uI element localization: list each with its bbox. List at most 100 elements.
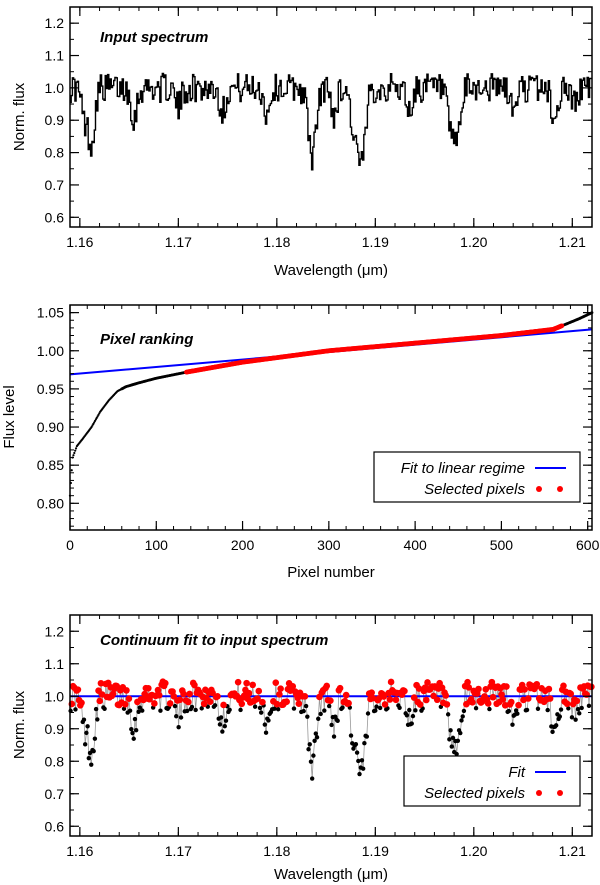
panel3-spectrum-pixel [357, 771, 362, 777]
panel3-spectrum-pixel [550, 729, 555, 735]
panel3-selected-pixel [151, 700, 158, 707]
panel2-ytick-label: 1.00 [37, 343, 64, 359]
panel3-selected-pixel [380, 693, 388, 700]
panel3-spectrum-pixel [84, 730, 89, 736]
panel3-spectrum-pixel [93, 706, 99, 712]
panel3-selected-pixel [327, 697, 334, 705]
panel3-selected-pixel [368, 689, 375, 697]
panel3-spectrum-pixel [524, 707, 530, 713]
panel3-spectrum-pixel [364, 734, 370, 739]
panel3-spectrum-pixel [450, 735, 456, 741]
panel3-spectrum-pixel [82, 742, 88, 747]
panel3-spectrum-pixel [131, 736, 136, 741]
panel1-ytick-label: 1.2 [45, 15, 65, 31]
panel3-selected-pixel [186, 690, 193, 698]
panel3-selected-pixel [381, 701, 389, 708]
panel3-spectrum-pixel [73, 707, 78, 712]
panel3-spectrum-pixel [303, 703, 309, 709]
panel3-spectrum-pixel [473, 706, 479, 711]
panel3-selected-pixel [392, 696, 400, 704]
panel2-legend-selected-dot-a [536, 486, 542, 492]
panel2-xtick-label: 300 [317, 537, 341, 553]
panel2-ytick-label: 0.80 [37, 495, 64, 511]
panel3-selected-pixel [283, 698, 290, 706]
panel3-spectrum-pixel [558, 707, 564, 712]
panel3-spectrum-pixel [133, 728, 139, 733]
panel3-selected-pixel [443, 701, 451, 708]
panel2-legend-box [373, 451, 581, 503]
panel3-spectrum-pixel [275, 707, 281, 712]
panel3-spectrum-pixel [318, 711, 323, 717]
panel3-spectrum-pixel [95, 717, 100, 722]
panel3-spectrum-pixel [193, 707, 198, 713]
panel3-legend-fit-label: Fit [508, 764, 525, 781]
panel3-ytick-label: 1.2 [45, 623, 65, 639]
panel3-selected-pixel [464, 678, 471, 686]
panel3-selected-pixel [545, 685, 553, 693]
panel3-selected-pixel [155, 691, 163, 699]
panel2-xtick-label: 500 [490, 537, 514, 553]
panel3-spectrum-pixel [258, 710, 264, 715]
panel3-xtick-label: 1.16 [66, 843, 93, 859]
panel2-xtick-label: 400 [403, 537, 427, 553]
panel3-selected-pixel [469, 698, 476, 706]
panel3-ytick-label: 0.6 [45, 818, 65, 834]
panel3-selected-pixel [422, 696, 430, 704]
panel3-xtick-label: 1.21 [559, 843, 586, 859]
panel1-plot-area [70, 72, 592, 171]
panel3-spectrum-pixel [573, 717, 578, 722]
panel3-spectrum-pixel [329, 722, 334, 728]
panel3-selected-pixel [176, 696, 184, 704]
panel3-spectrum-pixel [238, 707, 243, 713]
panel3-spectrum-pixel [362, 741, 367, 746]
panel3-legend-selected-dot-a [536, 790, 542, 796]
panel3-selected-pixel [401, 687, 408, 695]
panel3-spectrum-pixel [365, 711, 371, 716]
panel3-spectrum-pixel [266, 718, 271, 723]
panel3-selected-pixel [238, 700, 246, 708]
panel3-spectrum-pixel [263, 730, 269, 735]
panel3-spectrum-pixel [311, 753, 316, 758]
panel-input-spectrum: 1.16 1.17 1.18 1.19 1.20 1.21 0.6 0.7 0.8 0.9 1.0 1… [11, 6, 593, 279]
panel3-spectrum-pixel [301, 708, 306, 714]
panel3-spectrum-pixel [291, 706, 297, 711]
panel3-spectrum-pixel [218, 715, 224, 720]
panel3-spectrum-pixel [407, 707, 412, 713]
panel3-selected-pixel [191, 681, 198, 689]
panel3-selected-pixel [533, 680, 541, 688]
panel3-spectrum-pixel [359, 758, 365, 763]
panel3-selected-pixel [567, 690, 575, 698]
panel3-selected-pixel [475, 685, 482, 693]
panel3-selected-pixel [273, 700, 281, 708]
panel3-selected-pixel [323, 682, 331, 690]
panel3-spectrum-pixel [92, 736, 98, 741]
panel2-legend-selected-dot-b [557, 486, 563, 492]
panel3-selected-pixel [524, 695, 532, 702]
panel3-ytick-label: 1.0 [45, 688, 65, 704]
panel2-ytick-label: 0.85 [37, 457, 64, 473]
panel1-xtick-label: 1.20 [460, 234, 487, 250]
panel3-selected-pixel [573, 697, 581, 705]
panel3-spectrum-pixel [308, 759, 314, 764]
panel3-spectrum-pixel [404, 713, 410, 718]
panel3-selected-pixel [154, 686, 162, 694]
panel3-selected-pixel [185, 698, 192, 706]
panel3-selected-pixel [161, 679, 169, 687]
panel3-selected-pixel [97, 679, 105, 687]
panel3-ylabel: Norm. flux [11, 690, 28, 759]
panel1-ytick-label: 0.9 [45, 112, 65, 128]
panel3-selected-pixel [465, 684, 473, 691]
panel3-spectrum-pixel [515, 711, 520, 716]
panel3-spectrum-pixel [409, 721, 414, 726]
panel3-spectrum-pixel [136, 709, 141, 715]
panel3-selected-pixel [206, 698, 214, 705]
panel3-selected-pixel [166, 700, 174, 707]
panel3-spectrum-pixel [340, 705, 345, 710]
panel3-spectrum-pixel [374, 704, 379, 709]
panel2-ranked-pixel [72, 454, 75, 457]
panel1-xtick-label: 1.19 [362, 234, 389, 250]
panel3-spectrum-pixel [262, 722, 268, 727]
panel3-selected-pixel [234, 678, 242, 686]
panel3-selected-pixel [301, 693, 309, 700]
panel3-spectrum-pixel [373, 708, 378, 713]
